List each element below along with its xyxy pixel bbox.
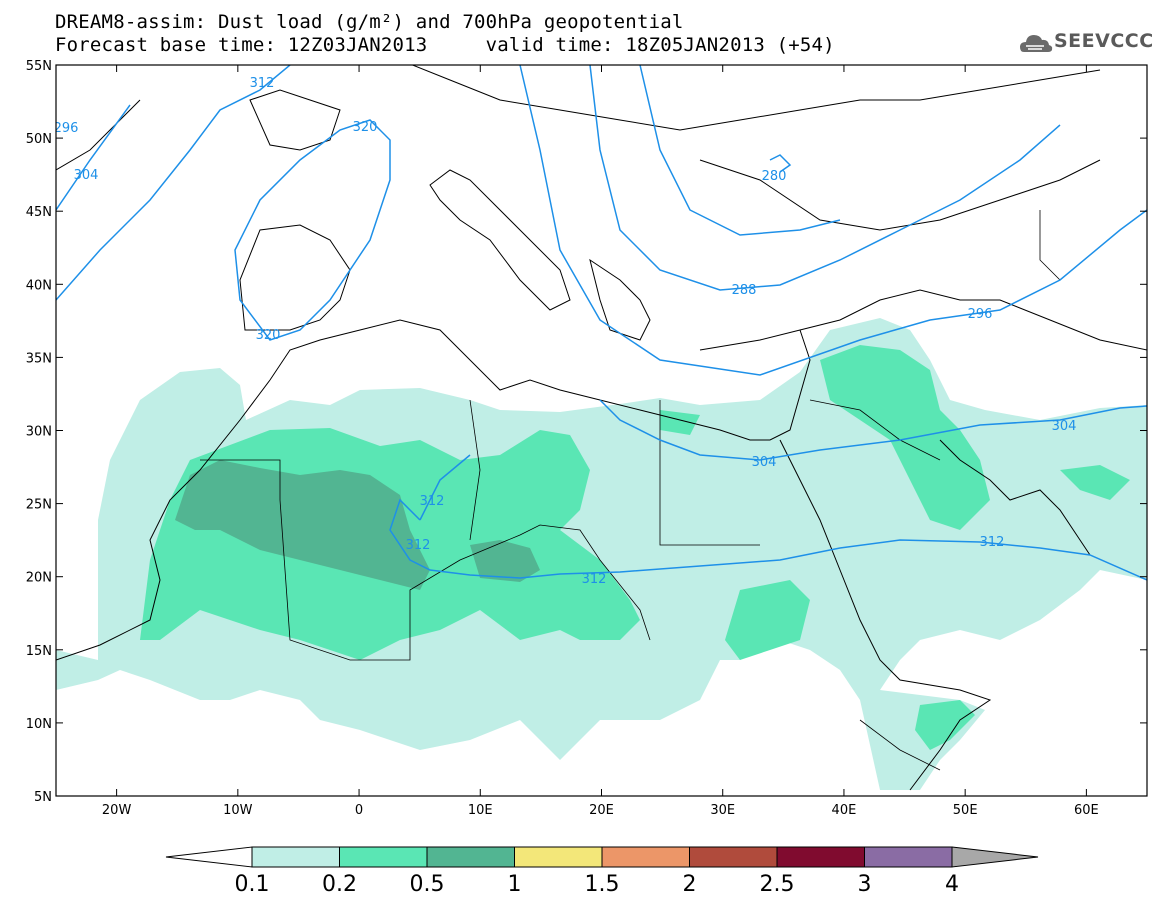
- cloud-logo-icon: [1020, 35, 1053, 52]
- lat-label: 40N: [26, 278, 52, 293]
- lat-label: 50N: [26, 132, 52, 147]
- base-time-label: Forecast base time: 12Z03JAN2013: [55, 34, 428, 56]
- lon-label: 30E: [710, 803, 735, 818]
- contour-labels: 312 320 296 304 320 280 288 296 304 304 …: [54, 76, 1077, 587]
- lon-label: 10E: [468, 803, 493, 818]
- country-borders: [200, 210, 1061, 771]
- contour-label: 296: [968, 307, 993, 322]
- valid-time-label: valid time: 18Z05JAN2013 (+54): [485, 34, 835, 56]
- lat-label: 35N: [26, 351, 52, 366]
- colorbar-label: 0.1: [235, 872, 270, 897]
- lon-ticks: [116, 65, 1087, 796]
- coastlines: [56, 65, 1147, 791]
- contour-label: 304: [752, 455, 777, 470]
- chart-subtitle: Forecast base time: 12Z03JAN2013 valid t…: [55, 35, 835, 56]
- lon-label: 10W: [223, 803, 253, 818]
- colorbar-label: 0.2: [322, 872, 357, 897]
- colorbar-label: 2.5: [760, 872, 795, 897]
- chart-title: DREAM8-assim: Dust load (g/m²) and 700hP…: [55, 11, 684, 33]
- colorbar-high-arrow: [951, 846, 1039, 868]
- dust-field-mid: [140, 345, 1130, 750]
- lat-label: 20N: [26, 571, 52, 586]
- colorbar-box: [601, 846, 690, 868]
- contour-label: 312: [582, 572, 607, 587]
- contour-label: 320: [353, 120, 378, 135]
- lat-label: 55N: [26, 59, 52, 74]
- colorbar-box: [251, 846, 340, 868]
- colorbar-box: [426, 846, 515, 868]
- lon-label: 20E: [589, 803, 614, 818]
- colorbar-label: 0.5: [410, 872, 445, 897]
- colorbar-box: [514, 846, 603, 868]
- lat-label: 10N: [26, 717, 52, 732]
- contour-label: 304: [1052, 419, 1077, 434]
- geopotential-contours: [56, 65, 1147, 581]
- lat-label: 25N: [26, 498, 52, 513]
- contour-label: 312: [250, 76, 275, 91]
- colorbar-box: [864, 846, 953, 868]
- logo-text: SEEVCCC: [1054, 30, 1154, 52]
- lat-ticks: [56, 64, 1147, 797]
- lat-label: 45N: [26, 205, 52, 220]
- lon-label: 60E: [1074, 803, 1099, 818]
- colorbar-box: [776, 846, 865, 868]
- colorbar-box: [339, 846, 428, 868]
- contour-label: 312: [980, 535, 1005, 550]
- contour-label: 312: [406, 538, 431, 553]
- colorbar-label: 3: [858, 872, 872, 897]
- lat-labels: 55N 50N 45N 40N 35N 30N 25N 20N 15N 10N 5N: [26, 59, 52, 805]
- colorbar: 0.1 0.2 0.5 1 1.5 2 2.5 3 4: [165, 846, 1039, 897]
- lat-label: 30N: [26, 425, 52, 440]
- contour-label: 280: [762, 169, 787, 184]
- lon-label: 40E: [832, 803, 857, 818]
- colorbar-label: 1: [508, 872, 522, 897]
- colorbar-low-arrow: [165, 846, 253, 868]
- lat-label: 5N: [34, 790, 52, 805]
- lon-label: 20W: [102, 803, 132, 818]
- contour-label: 296: [54, 121, 79, 136]
- contour-label: 312: [420, 494, 445, 509]
- contour-label: 320: [256, 328, 281, 343]
- lat-label: 15N: [26, 644, 52, 659]
- contour-label: 288: [732, 283, 757, 298]
- colorbar-label: 4: [945, 872, 959, 897]
- dust-field-high: [175, 460, 540, 590]
- lon-labels: 20W 10W 0 10E 20E 30E 40E 50E 60E: [102, 803, 1099, 818]
- colorbar-label: 1.5: [585, 872, 620, 897]
- contour-label: 304: [74, 168, 99, 183]
- colorbar-box: [689, 846, 778, 868]
- colorbar-label: 2: [683, 872, 697, 897]
- lon-label: 0: [355, 803, 363, 818]
- lon-label: 50E: [953, 803, 978, 818]
